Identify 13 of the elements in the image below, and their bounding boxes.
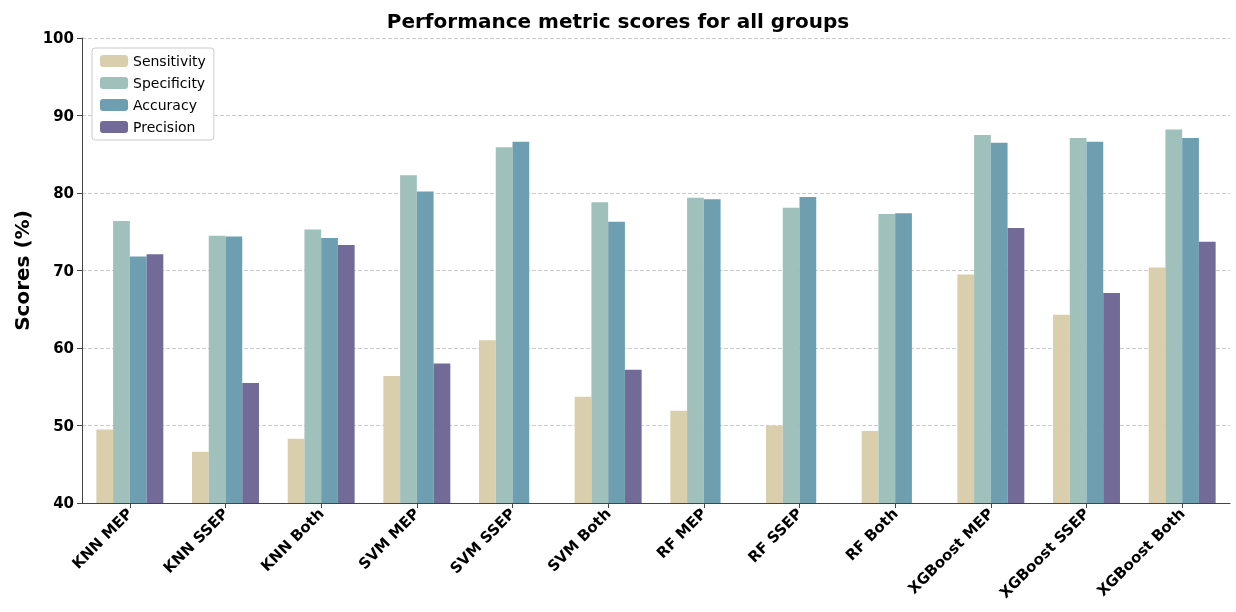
legend-label: Precision xyxy=(133,119,196,135)
legend-label: Accuracy xyxy=(133,97,197,113)
legend-label: Specificity xyxy=(133,75,206,91)
y-tick-label: 40 xyxy=(53,494,74,512)
y-tick-label: 90 xyxy=(53,106,74,125)
chart-title: Performance metric scores for all groups xyxy=(386,9,850,33)
y-tick-label: 50 xyxy=(53,416,74,435)
y-axis-title: Scores (%) xyxy=(9,210,34,331)
y-tick-label: 60 xyxy=(53,339,74,357)
y-tick-label: 100 xyxy=(42,29,74,47)
legend-label: Sensitivity xyxy=(133,53,206,69)
y-tick-label: 70 xyxy=(53,261,74,280)
y-tick-label: 80 xyxy=(53,184,74,202)
